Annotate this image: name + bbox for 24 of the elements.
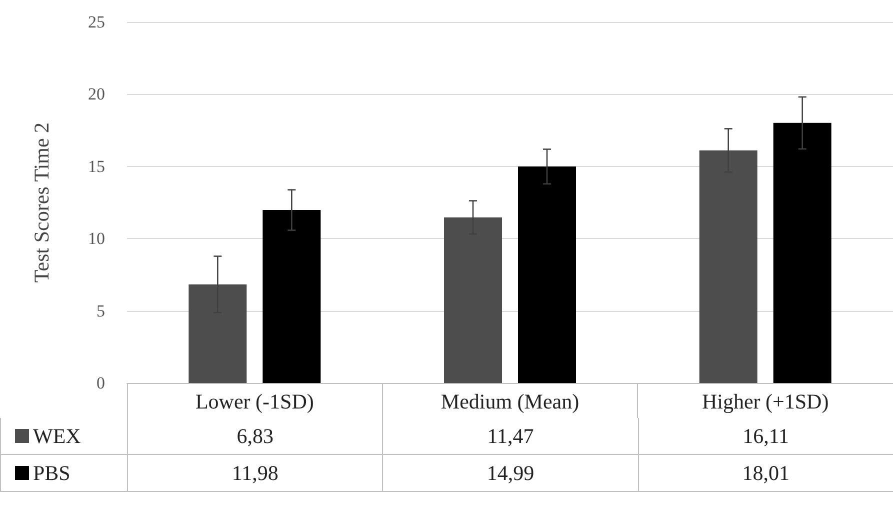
bar xyxy=(773,122,832,383)
data-label: 18,01 xyxy=(638,455,893,492)
data-label: 14,99 xyxy=(382,455,638,492)
y-tick-label: 25 xyxy=(88,12,105,32)
bar xyxy=(518,166,576,383)
data-label: 11,98 xyxy=(127,455,382,492)
y-tick-label: 0 xyxy=(96,374,105,392)
y-tick-label: 10 xyxy=(88,229,105,248)
y-tick-label: 20 xyxy=(88,84,105,104)
data-label: 16,11 xyxy=(638,418,893,455)
y-tick-label: 15 xyxy=(88,156,105,176)
x-tick-label: Medium (Mean) xyxy=(440,390,580,414)
x-tick-label: Lower (-1SD) xyxy=(195,390,314,414)
y-tick-label: 5 xyxy=(96,301,105,320)
bar xyxy=(699,150,758,383)
data-label: 6,83 xyxy=(127,418,382,455)
bar xyxy=(262,210,321,383)
bar xyxy=(188,284,247,383)
legend-label: WEX xyxy=(33,424,81,448)
x-tick-label: Higher (+1SD) xyxy=(702,390,829,414)
bar xyxy=(444,217,502,383)
data-label: 11,47 xyxy=(382,418,638,455)
y-axis-title: Test Scores Time 2 xyxy=(30,122,54,283)
legend-label: PBS xyxy=(33,461,70,485)
